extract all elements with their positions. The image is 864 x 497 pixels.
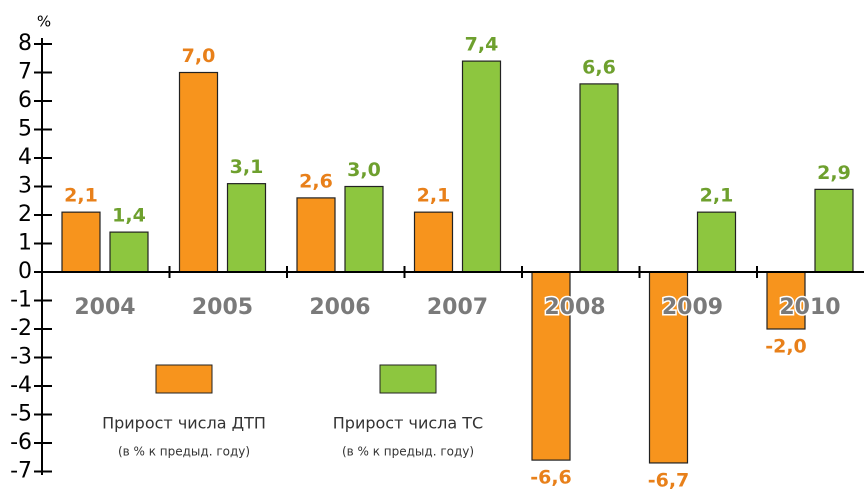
value-label: 2,1: [64, 185, 98, 207]
legend-sublabel: (в % к предыд. году): [118, 445, 250, 459]
y-tick-label: 7: [18, 60, 32, 85]
y-tick-label: 3: [18, 174, 32, 199]
value-label: 7,0: [182, 45, 216, 67]
bar: [531, 271, 571, 461]
value-label: 7,4: [465, 34, 499, 56]
y-tick-label: 2: [18, 202, 32, 227]
bar: [814, 188, 854, 273]
bar: [413, 211, 454, 273]
bar: [226, 183, 267, 273]
value-label: 1,4: [112, 205, 146, 227]
y-axis-label: %: [37, 13, 51, 31]
bar: [61, 211, 101, 273]
y-tick-label: -1: [10, 288, 32, 313]
x-tick-label: 2008: [544, 295, 605, 320]
y-tick-label: -5: [10, 402, 32, 427]
value-label: 3,1: [230, 156, 264, 178]
legend-swatch: [155, 364, 213, 394]
y-tick-label: 0: [18, 259, 32, 284]
legend-swatch: [379, 364, 437, 394]
legend-label: Прирост числа ДТП: [102, 414, 266, 433]
value-label: -6,6: [530, 467, 572, 489]
y-tick-label: 5: [18, 117, 32, 142]
y-tick-label: -3: [10, 345, 32, 370]
value-label: -2,0: [765, 336, 807, 358]
bar: [344, 185, 384, 273]
bar: [766, 271, 806, 330]
x-tick-label: 2009: [662, 295, 723, 320]
x-tick-label: 2004: [74, 295, 135, 320]
y-tick-label: 8: [18, 31, 32, 56]
bar: [579, 83, 619, 273]
value-label: 2,1: [700, 185, 734, 207]
bar: [109, 231, 149, 273]
y-tick-label: 4: [18, 145, 32, 170]
bar: [296, 197, 336, 273]
x-tick-label: 2010: [779, 295, 840, 320]
value-label: 2,9: [817, 162, 851, 184]
value-label: 6,6: [582, 56, 616, 78]
value-label: -6,7: [648, 469, 690, 491]
bar: [178, 71, 219, 273]
bar: [696, 211, 737, 273]
bar: [648, 271, 689, 464]
legend-label: Прирост числа ТС: [333, 414, 483, 433]
x-tick-label: 2005: [192, 295, 253, 320]
x-tick-label: 2006: [309, 295, 370, 320]
y-tick-label: -6: [10, 430, 32, 455]
y-tick-label: -4: [10, 373, 32, 398]
value-label: 3,0: [347, 159, 381, 181]
y-tick-label: -2: [10, 316, 32, 341]
x-tick-label: 2007: [427, 295, 488, 320]
value-label: 2,6: [299, 170, 333, 192]
y-tick-label: -7: [10, 459, 32, 484]
legend-sublabel: (в % к предыд. году): [342, 445, 474, 459]
value-label: 2,1: [417, 185, 451, 207]
y-tick-label: 6: [18, 88, 32, 113]
y-tick-label: 1: [18, 231, 32, 256]
bar: [461, 60, 502, 273]
